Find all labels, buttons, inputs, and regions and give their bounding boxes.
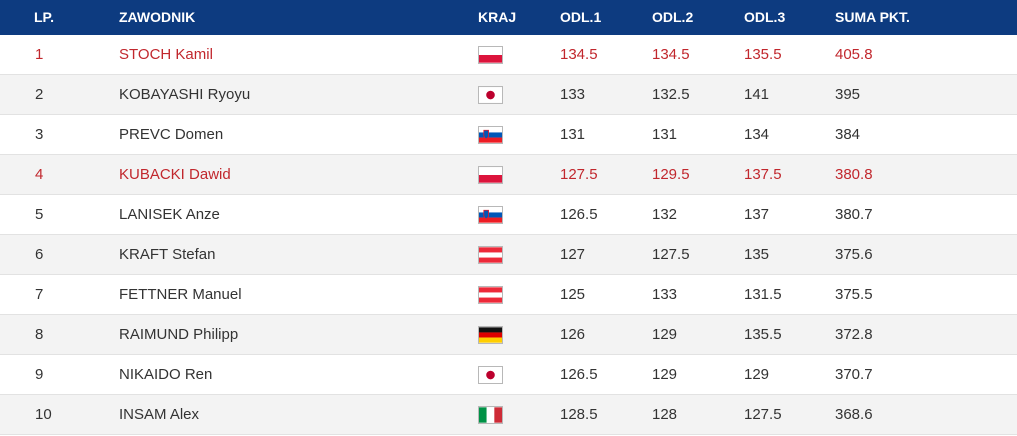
table-cell: 10 xyxy=(35,406,52,423)
athlete-name: FETTNER Manuel xyxy=(119,286,242,303)
table-cell: 8 xyxy=(35,326,44,343)
table-cell: 135.5 xyxy=(744,46,782,63)
table-cell: 129 xyxy=(652,366,678,383)
table-cell: 131.5 xyxy=(744,286,782,303)
table-cell: 134.5 xyxy=(652,46,690,63)
header-cell: ODL.2 xyxy=(652,9,694,25)
header-cell: ZAWODNIK xyxy=(119,9,196,25)
table-cell: 384 xyxy=(835,126,861,143)
flag xyxy=(478,206,503,224)
table-cell: 372.8 xyxy=(835,326,873,343)
athlete-name: KRAFT Stefan xyxy=(119,246,216,263)
table-cell: 380.8 xyxy=(835,166,873,183)
table-row: 6 KRAFT Stefan 127 127.5 135 375.6 xyxy=(0,235,1017,275)
table-cell: 132.5 xyxy=(652,86,690,103)
header-cell: ODL.3 xyxy=(744,9,786,25)
table-row: 5 LANISEK Anze 126.5 132 137 380.7 xyxy=(0,195,1017,235)
table-row: 1 STOCH Kamil 134.5 134.5 135.5 405.8 xyxy=(0,35,1017,75)
table-cell: 131 xyxy=(652,126,678,143)
header-cell: SUMA PKT. xyxy=(835,9,910,25)
table-cell: 7 xyxy=(35,286,44,303)
table-row: 2 KOBAYASHI Ryoyu 133 132.5 141 395 xyxy=(0,75,1017,115)
table-cell: 370.7 xyxy=(835,366,873,383)
athlete-name: KUBACKI Dawid xyxy=(119,166,231,183)
table-cell: 405.8 xyxy=(835,46,873,63)
table-cell: 135.5 xyxy=(744,326,782,343)
flag xyxy=(478,286,503,304)
athlete-name: NIKAIDO Ren xyxy=(119,366,213,383)
table-cell: 125 xyxy=(560,286,586,303)
table-cell: 137 xyxy=(744,206,770,223)
table-row: 3 PREVC Domen 131 131 134 384 xyxy=(0,115,1017,155)
table-cell: 128.5 xyxy=(560,406,598,423)
flag xyxy=(478,406,503,424)
table-cell: 134.5 xyxy=(560,46,598,63)
table-cell: 127.5 xyxy=(652,246,690,263)
table-cell: 129 xyxy=(744,366,770,383)
athlete-name: STOCH Kamil xyxy=(119,46,213,63)
flag xyxy=(478,126,503,144)
table-cell: 137.5 xyxy=(744,166,782,183)
table-cell: 129.5 xyxy=(652,166,690,183)
table-cell: 128 xyxy=(652,406,678,423)
header-cell: LP. xyxy=(34,9,54,25)
table-cell: 127 xyxy=(560,246,586,263)
table-cell: 127.5 xyxy=(560,166,598,183)
flag xyxy=(478,166,503,184)
table-cell: 133 xyxy=(652,286,678,303)
table-cell: 141 xyxy=(744,86,770,103)
table-cell: 375.6 xyxy=(835,246,873,263)
athlete-name: KOBAYASHI Ryoyu xyxy=(119,86,251,103)
header-cell: ODL.1 xyxy=(560,9,602,25)
athlete-name: RAIMUND Philipp xyxy=(119,326,239,343)
table-cell: 2 xyxy=(35,86,44,103)
athlete-name: LANISEK Anze xyxy=(119,206,220,223)
table-cell: 133 xyxy=(560,86,586,103)
table-cell: 3 xyxy=(35,126,44,143)
table-cell: 4 xyxy=(35,166,44,183)
table-header: LP. ZAWODNIK KRAJ ODL.1 ODL.2 ODL.3 SUMA… xyxy=(0,0,1017,35)
table-cell: 134 xyxy=(744,126,770,143)
table-cell: 126.5 xyxy=(560,366,598,383)
table-cell: 9 xyxy=(35,366,44,383)
table-cell: 395 xyxy=(835,86,861,103)
table-row: 7 FETTNER Manuel 125 133 131.5 375.5 xyxy=(0,275,1017,315)
table-cell: 126.5 xyxy=(560,206,598,223)
table-cell: 135 xyxy=(744,246,770,263)
table-row: 8 RAIMUND Philipp 126 129 135.5 372.8 xyxy=(0,315,1017,355)
table-cell: 127.5 xyxy=(744,406,782,423)
header-cell: KRAJ xyxy=(478,9,517,25)
table-cell: 126 xyxy=(560,326,586,343)
table-cell: 131 xyxy=(560,126,586,143)
table-cell: 368.6 xyxy=(835,406,873,423)
table-cell: 380.7 xyxy=(835,206,873,223)
table-cell: 132 xyxy=(652,206,678,223)
table-row: 10 INSAM Alex 128.5 128 127.5 368.6 xyxy=(0,395,1017,435)
table-row: 4 KUBACKI Dawid 127.5 129.5 137.5 380.8 xyxy=(0,155,1017,195)
flag xyxy=(478,366,503,384)
flag xyxy=(478,86,503,104)
flag xyxy=(478,46,503,64)
table-cell: 129 xyxy=(652,326,678,343)
table-cell: 6 xyxy=(35,246,44,263)
table-cell: 1 xyxy=(35,46,44,63)
table-row: 9 NIKAIDO Ren 126.5 129 129 370.7 xyxy=(0,355,1017,395)
athlete-name: PREVC Domen xyxy=(119,126,224,143)
flag xyxy=(478,326,503,344)
flag xyxy=(478,246,503,264)
athlete-name: INSAM Alex xyxy=(119,406,200,423)
table-cell: 5 xyxy=(35,206,44,223)
table-cell: 375.5 xyxy=(835,286,873,303)
